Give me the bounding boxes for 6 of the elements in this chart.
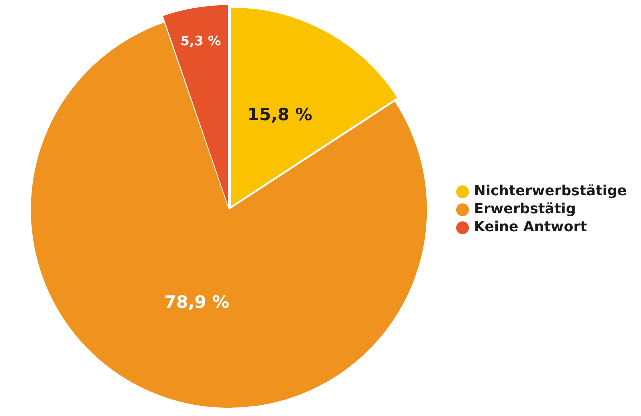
data-label: 15,8 %	[248, 105, 313, 126]
data-label: 78,9 %	[164, 293, 230, 314]
legend-label: Erwerbstätig	[474, 202, 576, 218]
data-label: 5,3 %	[180, 34, 222, 50]
legend-label: Nichterwerbstätige	[474, 184, 628, 200]
legend-label: Keine Antwort	[474, 220, 588, 236]
